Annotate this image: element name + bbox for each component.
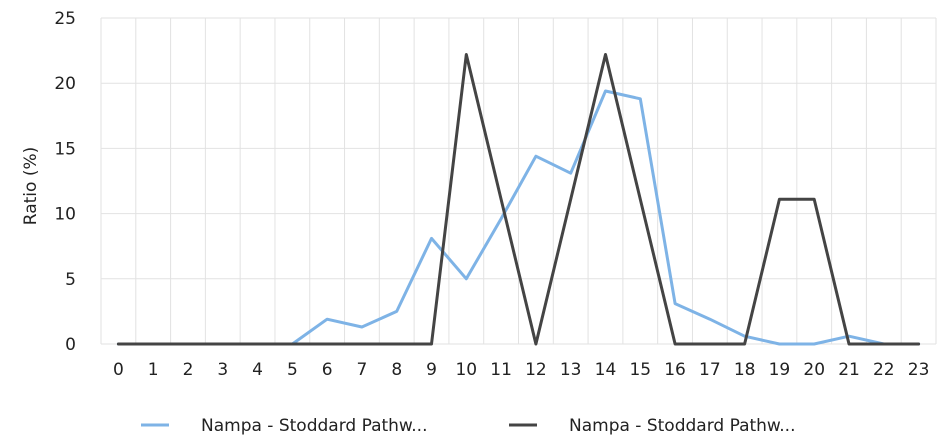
x-tick-label: 3	[217, 360, 228, 380]
x-tick-label: 18	[734, 360, 756, 380]
x-axis-ticks: 0 1 2 3 4 5 6 7 8 9 10 11 12 13 14 15 16 17 18 19 20 21 22 23	[113, 360, 929, 380]
y-tick-label: 20	[54, 74, 76, 94]
x-tick-label: 5	[287, 360, 298, 380]
x-tick-label: 12	[525, 360, 547, 380]
y-tick-label: 10	[54, 205, 76, 225]
x-tick-label: 10	[455, 360, 477, 380]
x-tick-label: 21	[838, 360, 860, 380]
x-tick-label: 0	[113, 360, 124, 380]
x-tick-label: 20	[803, 360, 825, 380]
x-tick-label: 8	[391, 360, 402, 380]
legend-label-2: Nampa - Stoddard Pathw...	[569, 416, 796, 436]
series-lines	[116, 53, 921, 346]
y-tick-label: 15	[54, 139, 76, 159]
x-tick-label: 11	[490, 360, 512, 380]
x-tick-label: 15	[629, 360, 651, 380]
x-tick-label: 17	[699, 360, 721, 380]
y-axis-label: Ratio (%)	[21, 147, 41, 225]
y-tick-label: 25	[54, 9, 76, 29]
legend-label-1: Nampa - Stoddard Pathw...	[201, 416, 428, 436]
legend: Nampa - Stoddard Pathw... Nampa - Stoddar…	[141, 416, 796, 436]
grid	[100, 17, 937, 345]
series-line-2	[116, 53, 921, 346]
x-tick-label: 2	[183, 360, 194, 380]
x-tick-label: 16	[664, 360, 686, 380]
y-tick-label: 5	[65, 270, 76, 290]
x-tick-label: 1	[148, 360, 159, 380]
x-tick-label: 19	[769, 360, 791, 380]
x-tick-label: 22	[873, 360, 895, 380]
x-tick-label: 6	[322, 360, 333, 380]
x-tick-label: 7	[357, 360, 368, 380]
x-tick-label: 23	[908, 360, 930, 380]
x-tick-label: 13	[560, 360, 582, 380]
x-tick-label: 14	[595, 360, 617, 380]
x-tick-label: 9	[426, 360, 437, 380]
y-tick-label: 0	[65, 335, 76, 355]
x-tick-label: 4	[252, 360, 263, 380]
y-axis-ticks: 0 5 10 15 20 25	[54, 9, 76, 355]
